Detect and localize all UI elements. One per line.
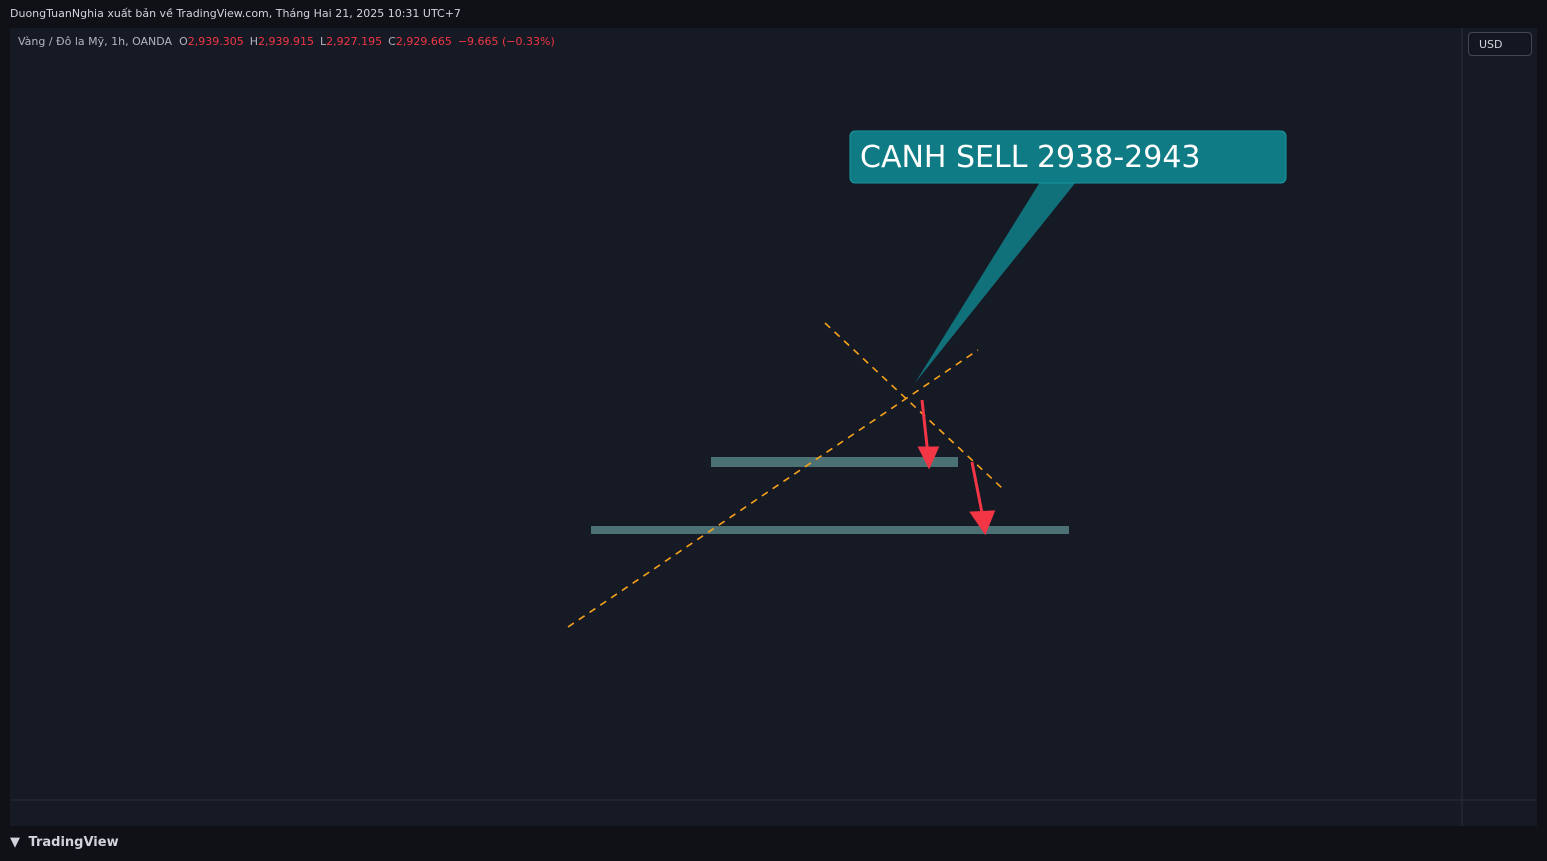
brand: ▼ TradingView [10, 835, 119, 850]
ohlc-key: H [249, 35, 259, 48]
trend-line [567, 349, 979, 628]
symbol-line: Vàng / Đô la Mỹ, 1h, OANDA O2,939.305 H2,… [18, 35, 561, 48]
ohlc-value: 2,927.195 [326, 35, 383, 48]
brand-text: TradingView [28, 835, 119, 850]
symbol: Vàng / Đô la Mỹ, 1h, OANDA [18, 35, 173, 48]
trend-line [824, 322, 1003, 489]
ohlc-key: C [388, 35, 396, 48]
ohlc-key: L [320, 35, 327, 48]
callout-text: CANH SELL 2938-2943 [860, 140, 1201, 175]
change: −9.665 (−0.33%) [457, 35, 555, 48]
callout-box [849, 130, 1287, 184]
drawings: CANH SELL 2938-2943 [567, 130, 1287, 628]
support-zone [711, 457, 958, 467]
ohlc-value: 2,939.305 [187, 35, 244, 48]
support-zone [591, 526, 1069, 534]
chart-panel [10, 28, 1537, 826]
callout-pointer [915, 182, 1076, 383]
down-arrow [969, 461, 996, 536]
ohlc-value: 2,939.915 [258, 35, 315, 48]
currency-button[interactable]: USD [1468, 32, 1532, 56]
ohlc-key: O [179, 35, 188, 48]
down-arrow [917, 399, 940, 470]
ohlc-value: 2,929.665 [395, 35, 452, 48]
publish-info: DuongTuanNghia xuất bản về TradingView.c… [10, 7, 461, 20]
